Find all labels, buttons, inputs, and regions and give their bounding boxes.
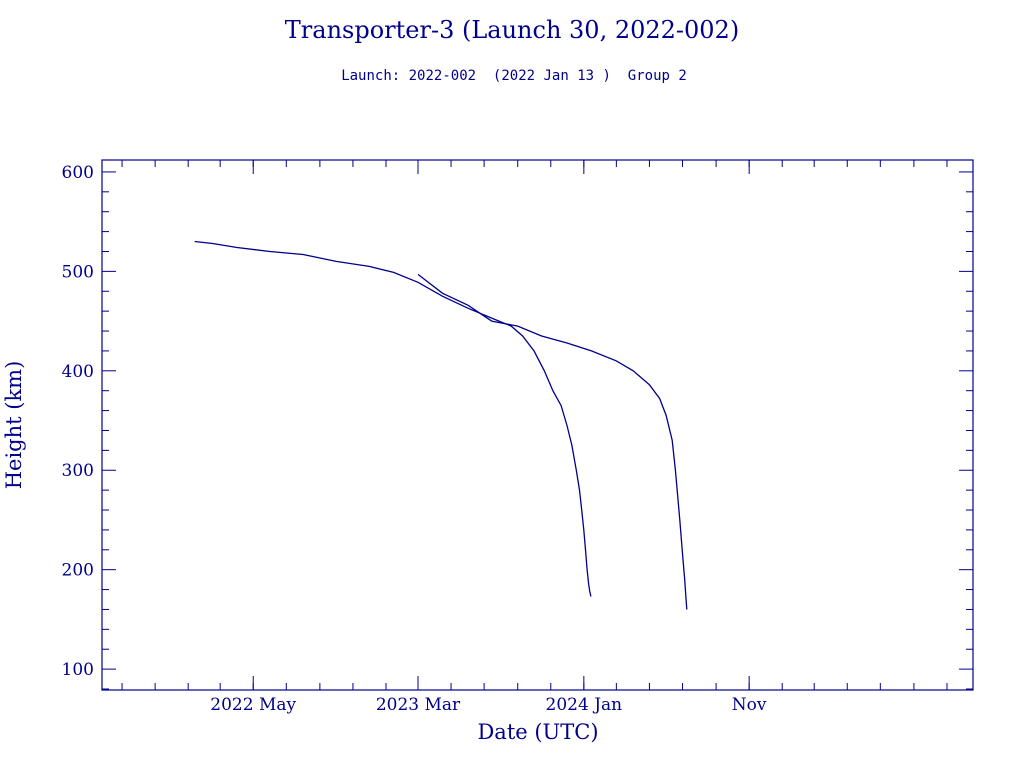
y-tick-label: 400	[62, 362, 94, 382]
x-tick-label: 2024 Jan	[546, 695, 623, 715]
y-tick-label: 600	[62, 163, 94, 183]
x-tick-label: 2023 Mar	[376, 695, 461, 715]
y-tick-label: 500	[62, 262, 94, 282]
series-lines	[194, 240, 688, 610]
x-tick-labels: 2022 May 2023 Mar 2024 Jan Nov	[210, 695, 767, 715]
chart-subtitle: Launch: 2022-002 (2022 Jan 13 ) Group 2	[341, 68, 687, 84]
series-line-2	[417, 273, 688, 610]
y-axis-label: Height (km)	[2, 361, 26, 490]
y-tick-label: 100	[62, 660, 94, 680]
y-tick-label: 200	[62, 561, 94, 581]
series-line-1	[194, 240, 592, 597]
x-tick-label: Nov	[732, 695, 767, 715]
axis-ticks	[102, 160, 973, 690]
y-tick-label: 300	[62, 461, 94, 481]
x-axis-label: Date (UTC)	[477, 720, 598, 744]
y-tick-labels: 100 200 300 400 500 600	[62, 163, 94, 680]
plot-frame	[101, 159, 974, 691]
x-tick-label: 2022 May	[210, 695, 296, 715]
chart-title: Transporter-3 (Launch 30, 2022-002)	[285, 16, 739, 44]
